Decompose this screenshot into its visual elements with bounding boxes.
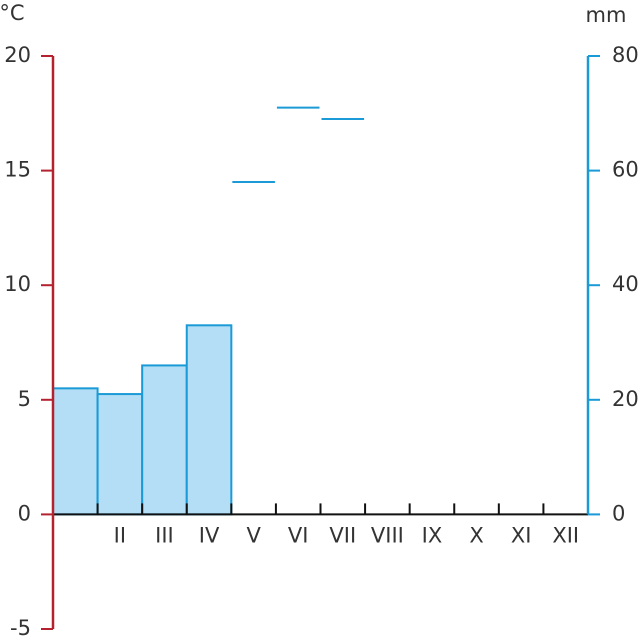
y-tick-label: -5 — [10, 616, 31, 640]
bar — [52, 387, 99, 516]
bar — [96, 393, 144, 516]
y2-tick-label: 60 — [612, 158, 639, 182]
x-tick-label: VIII — [371, 523, 404, 547]
y-axis-label: °C — [0, 1, 25, 25]
x-tick-label: IV — [199, 523, 220, 547]
y-tick-label: 20 — [4, 43, 31, 67]
x-tick-label: VII — [329, 523, 356, 547]
y2-tick-label: 0 — [612, 501, 625, 525]
x-tick-label: V — [246, 523, 261, 547]
y-tick-label: 5 — [18, 387, 31, 411]
x-tick-label: III — [155, 523, 174, 547]
y-tick-label: 0 — [18, 501, 31, 525]
x-tick-label: XII — [552, 523, 579, 547]
bar — [141, 364, 188, 516]
x-tick-label: II — [114, 523, 126, 547]
y2-tick-label: 80 — [612, 43, 639, 67]
y-tick-label: 10 — [4, 272, 31, 296]
bar — [185, 324, 233, 516]
x-tick-label: XI — [511, 523, 532, 547]
y2-tick-label: 20 — [612, 387, 639, 411]
y2-tick-label: 40 — [612, 272, 639, 296]
y2-axis-label: mm — [586, 3, 627, 27]
x-tick-label: VI — [288, 523, 309, 547]
x-tick-label: IX — [422, 523, 443, 547]
x-tick-label: X — [469, 523, 483, 547]
y-tick-label: 15 — [4, 158, 31, 182]
